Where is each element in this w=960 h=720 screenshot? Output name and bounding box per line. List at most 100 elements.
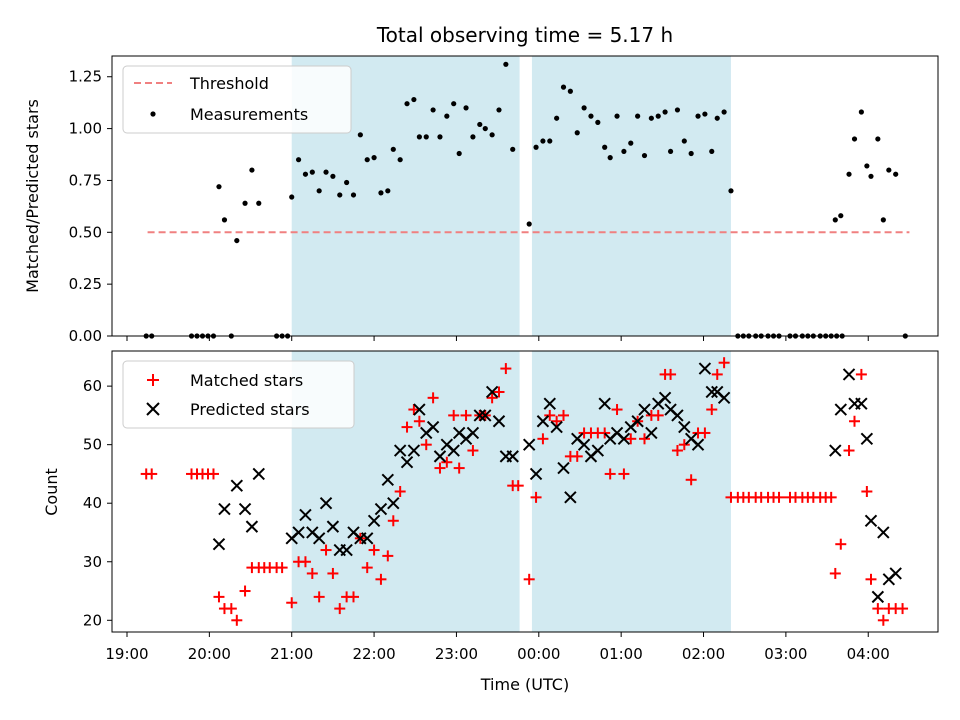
count-y-tick-label: 40 xyxy=(83,494,102,512)
matched-stars-point xyxy=(618,468,630,480)
matched-stars-point xyxy=(493,386,505,398)
predicted-stars-point xyxy=(466,426,480,440)
measurement-point xyxy=(378,190,384,196)
x-tick-label: 04:00 xyxy=(847,645,890,663)
matched-stars-point xyxy=(711,368,723,380)
matched-stars-point xyxy=(361,562,373,574)
x-tick-label: 00:00 xyxy=(517,645,560,663)
predicted-stars-point xyxy=(252,467,265,481)
x-tick-label: 20:00 xyxy=(188,645,231,663)
measurement-point xyxy=(295,157,302,163)
predicted-stars-point xyxy=(426,420,440,434)
measurement-point xyxy=(411,96,417,103)
predicted-stars-point xyxy=(312,532,326,545)
measurement-point xyxy=(221,217,228,223)
matched-stars-point xyxy=(347,591,359,603)
legend-predicted-label: Predicted stars xyxy=(190,400,310,419)
matched-stars-point xyxy=(523,573,535,585)
measurement-point xyxy=(721,109,727,115)
predicted-stars-point xyxy=(638,403,651,416)
matched-stars-point xyxy=(225,603,237,615)
predicted-stars-point xyxy=(705,385,718,399)
count-y-tick-label: 20 xyxy=(83,611,102,629)
measurement-point xyxy=(709,148,715,155)
matched-stars-point xyxy=(829,567,841,579)
predicted-stars-point xyxy=(473,409,486,422)
predicted-stars-point xyxy=(842,368,856,381)
predicted-stars-point xyxy=(834,403,847,416)
matched-stars-point xyxy=(320,544,332,556)
count-legend-box xyxy=(122,360,355,429)
measurement-point xyxy=(648,115,654,121)
predicted-stars-point xyxy=(591,444,605,457)
matched-stars-point xyxy=(512,480,524,492)
predicted-stars-point xyxy=(698,362,712,375)
matched-stars-point xyxy=(448,409,460,421)
measurement-point xyxy=(875,136,881,142)
matched-stars-point xyxy=(835,538,847,550)
predicted-stars-point xyxy=(529,467,543,481)
measurement-point xyxy=(607,155,613,161)
matched-stars-point xyxy=(665,368,677,380)
matched-stars-point xyxy=(558,409,570,421)
matched-stars-point xyxy=(434,462,446,474)
matched-stars-point xyxy=(877,614,889,626)
matched-stars-point xyxy=(843,445,855,457)
measurement-point xyxy=(477,121,483,128)
count-axes-frame xyxy=(111,350,939,633)
ratio-y-tick-label: 0.25 xyxy=(69,275,102,293)
legend-threshold-label: Threshold xyxy=(189,74,269,93)
count-y-axis-label: Count xyxy=(42,468,61,516)
ratio-axes-frame xyxy=(111,55,939,337)
predicted-stars-point xyxy=(860,432,874,446)
matched-stars-point xyxy=(544,409,556,421)
count-series xyxy=(140,357,909,626)
predicted-stars-point xyxy=(577,438,591,451)
matched-stars-point xyxy=(146,468,158,480)
measurement-point xyxy=(451,101,457,107)
predicted-stars-point xyxy=(829,444,842,457)
measurement-point xyxy=(385,188,391,194)
predicted-stars-point xyxy=(536,415,550,428)
measurement-point xyxy=(249,167,255,173)
measurement-point xyxy=(510,146,516,152)
measurement-point xyxy=(655,113,661,119)
matched-stars-point xyxy=(368,544,380,556)
measurement-point xyxy=(463,105,469,111)
measurement-point xyxy=(851,136,858,142)
predicted-stars-point xyxy=(326,520,340,533)
predicted-stars-point xyxy=(340,543,353,557)
measurement-point xyxy=(674,107,681,113)
predicted-stars-point xyxy=(717,391,731,405)
measurement-point xyxy=(695,113,701,119)
measurement-point xyxy=(337,192,343,198)
measurement-point xyxy=(893,171,899,177)
matched-stars-point xyxy=(599,427,611,439)
matched-stars-point xyxy=(286,597,298,609)
predicted-stars-point xyxy=(393,444,407,457)
predicted-stars-point xyxy=(691,438,705,451)
matched-stars-point xyxy=(571,450,583,462)
matched-stars-point xyxy=(685,474,697,486)
measurement-point xyxy=(628,140,634,146)
predicted-stars-point xyxy=(645,426,658,440)
matched-stars-point xyxy=(382,550,394,562)
matched-stars-point xyxy=(231,614,243,626)
measurement-point xyxy=(302,171,309,177)
panel-count: 20 30 40 50 60 19:00 20:00 21:00 22:00 23:00 00:00… xyxy=(42,350,939,694)
measurement-point xyxy=(423,134,429,140)
measurement-point xyxy=(364,157,370,163)
measurement-point xyxy=(533,144,539,150)
measurement-point xyxy=(667,148,674,155)
measurement-point xyxy=(316,188,322,194)
matched-stars-point xyxy=(638,433,650,445)
matched-stars-point xyxy=(453,462,465,474)
count-y-tick-label: 30 xyxy=(83,553,102,571)
matched-stars-point xyxy=(604,468,616,480)
predicted-stars-point xyxy=(492,415,506,428)
ratio-y-tick-label: 1.25 xyxy=(69,68,102,86)
predicted-stars-point xyxy=(387,497,400,510)
measurement-point xyxy=(242,200,248,206)
measurement-point xyxy=(309,169,315,175)
predicted-stars-point xyxy=(319,497,333,510)
